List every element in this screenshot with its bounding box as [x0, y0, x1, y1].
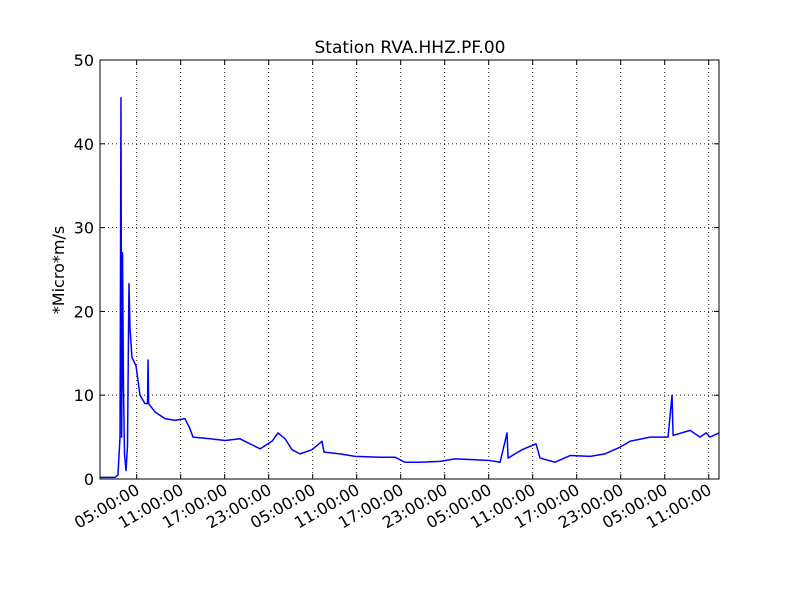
chart-title: Station RVA.HHZ.PF.00 — [315, 38, 506, 58]
y-tick-label: 50 — [74, 51, 94, 70]
y-tick-label: 10 — [74, 386, 94, 405]
y-tick-label: 0 — [84, 470, 94, 489]
y-tick-label: 30 — [74, 219, 94, 238]
y-tick-label: 40 — [74, 135, 94, 154]
y-tick-label: 20 — [74, 302, 94, 321]
y-axis-label: *Micro*m/s — [49, 226, 68, 314]
data-line — [100, 96, 720, 479]
plot-frame — [99, 59, 720, 480]
